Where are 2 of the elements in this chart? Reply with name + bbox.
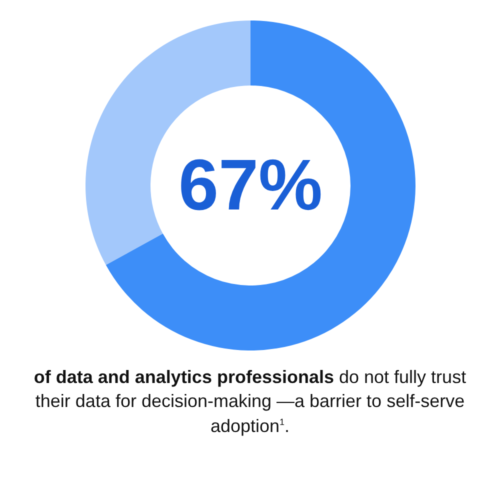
text: of data and analytics professionals [34, 367, 334, 387]
text: 67% [178, 146, 323, 226]
